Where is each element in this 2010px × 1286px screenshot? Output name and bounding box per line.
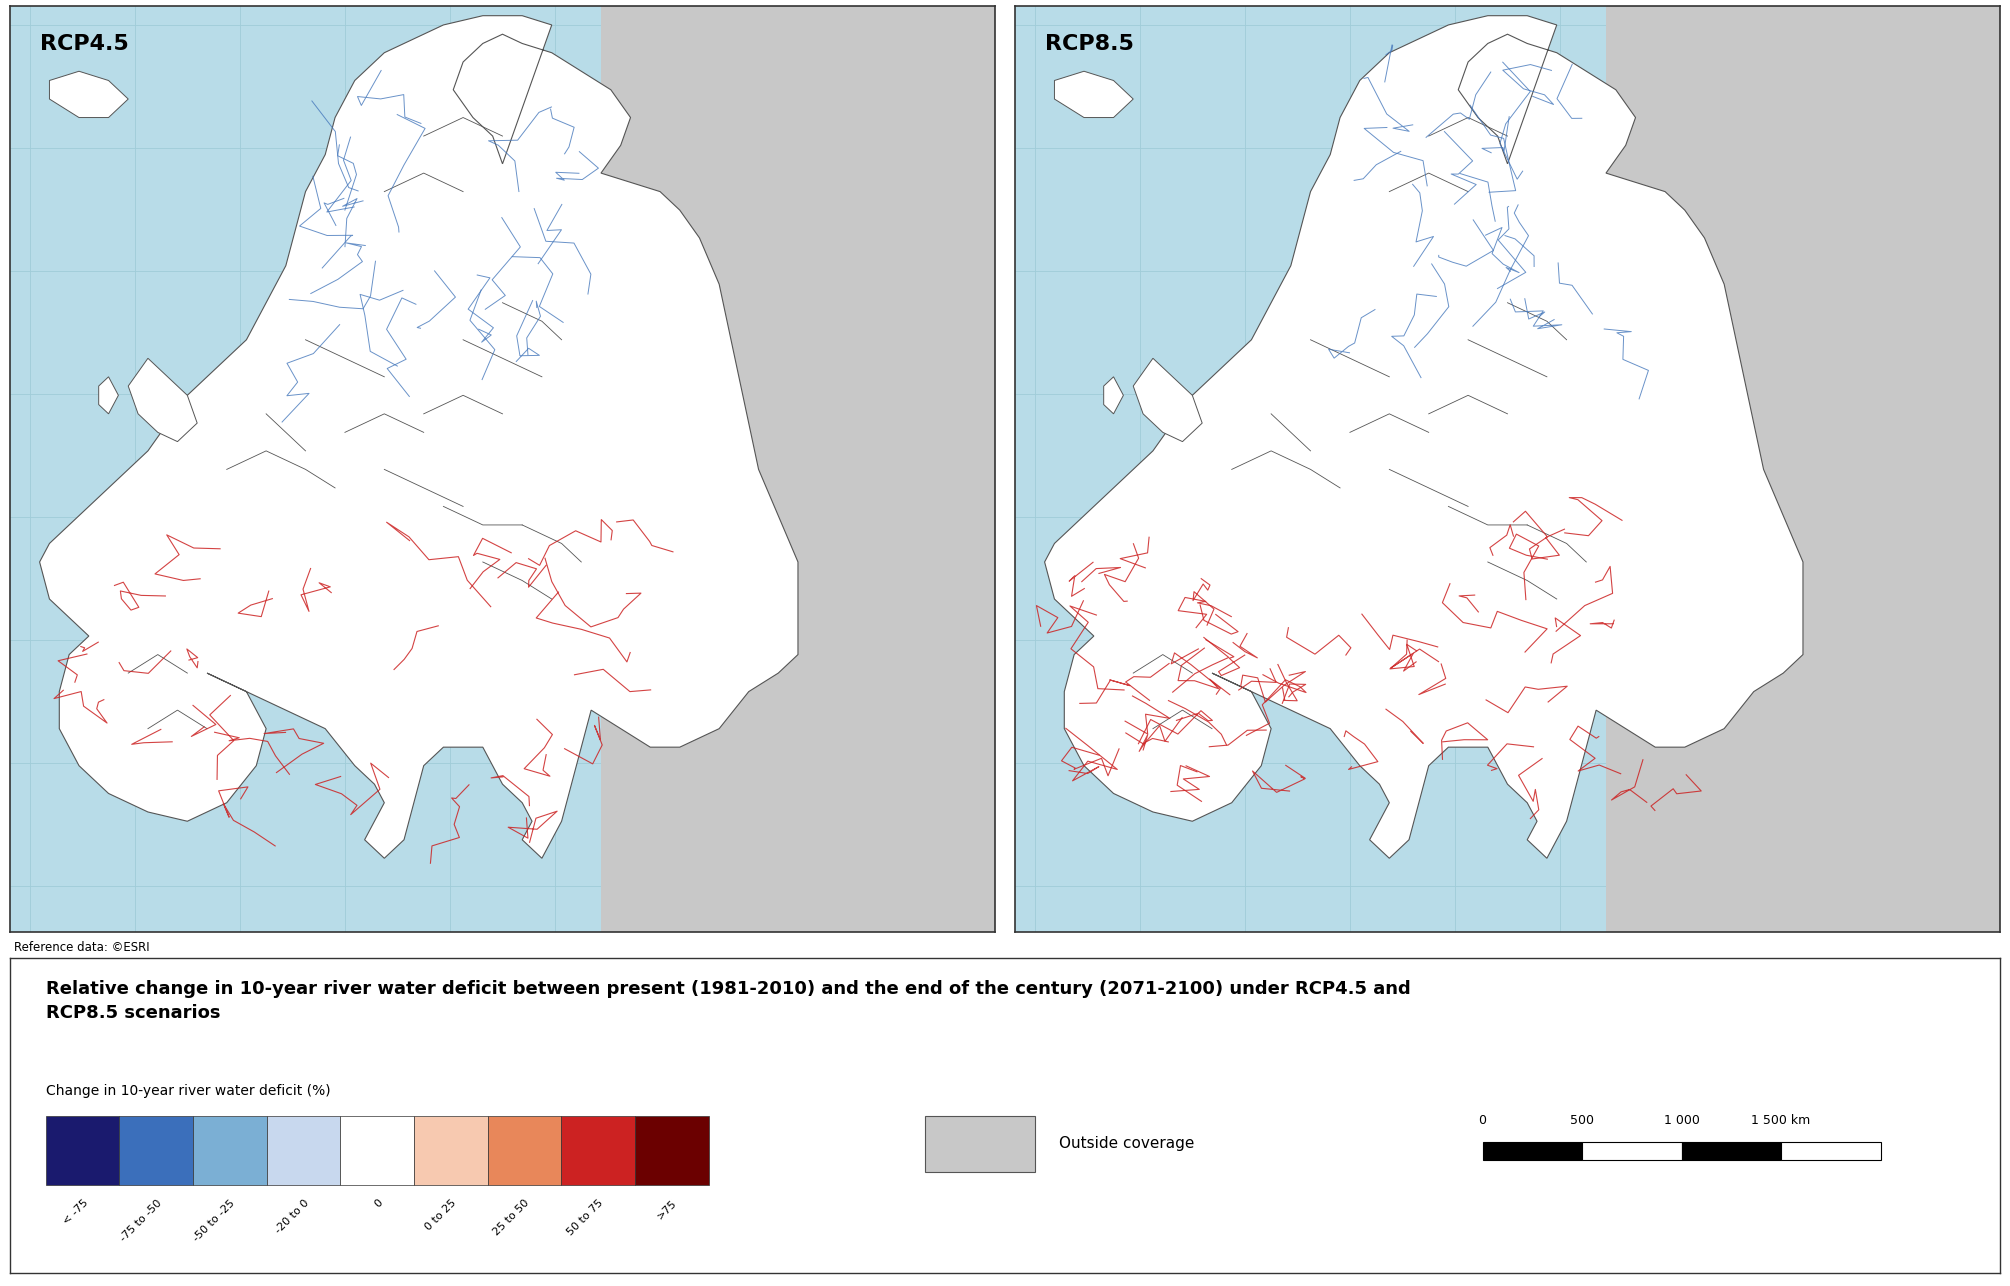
Bar — [488, 1116, 561, 1184]
Bar — [414, 1116, 488, 1184]
Text: 0: 0 — [1479, 1114, 1487, 1127]
Text: 1 000: 1 000 — [1664, 1114, 1700, 1127]
Bar — [1682, 1142, 1781, 1160]
Text: 50 to 75: 50 to 75 — [565, 1197, 605, 1237]
Polygon shape — [50, 71, 129, 117]
Bar — [1781, 1142, 1881, 1160]
Text: 0: 0 — [372, 1197, 384, 1210]
Text: -50 to -25: -50 to -25 — [191, 1197, 237, 1244]
Text: 0 to 25: 0 to 25 — [422, 1197, 458, 1232]
Text: >75: >75 — [655, 1197, 679, 1222]
Text: < -75: < -75 — [60, 1197, 90, 1227]
Bar — [635, 1116, 708, 1184]
Polygon shape — [1055, 71, 1134, 117]
Polygon shape — [40, 15, 798, 858]
Text: RCP8.5: RCP8.5 — [1045, 35, 1134, 54]
Text: RCP4.5: RCP4.5 — [40, 35, 129, 54]
Text: 1 500 km: 1 500 km — [1751, 1114, 1811, 1127]
Bar — [119, 1116, 193, 1184]
Polygon shape — [1606, 6, 2000, 932]
Polygon shape — [1045, 15, 1803, 858]
Polygon shape — [1103, 377, 1124, 414]
Bar — [340, 1116, 414, 1184]
Polygon shape — [98, 377, 119, 414]
Polygon shape — [1134, 359, 1202, 441]
Text: 500: 500 — [1570, 1114, 1594, 1127]
Bar — [561, 1116, 635, 1184]
Text: Change in 10-year river water deficit (%): Change in 10-year river water deficit (%… — [46, 1084, 330, 1098]
Bar — [46, 1116, 119, 1184]
Bar — [925, 1116, 1035, 1173]
Polygon shape — [601, 6, 995, 932]
Bar — [193, 1116, 267, 1184]
Text: Relative change in 10-year river water deficit between present (1981-2010) and t: Relative change in 10-year river water d… — [46, 980, 1411, 1021]
Text: 25 to 50: 25 to 50 — [492, 1197, 531, 1237]
Text: Reference data: ©ESRI: Reference data: ©ESRI — [14, 941, 149, 954]
Polygon shape — [129, 359, 197, 441]
Bar — [1582, 1142, 1682, 1160]
Bar — [1483, 1142, 1582, 1160]
Text: -20 to 0: -20 to 0 — [273, 1197, 312, 1235]
Bar — [267, 1116, 340, 1184]
Text: -75 to -50: -75 to -50 — [119, 1197, 163, 1244]
Text: Outside coverage: Outside coverage — [1059, 1137, 1194, 1151]
